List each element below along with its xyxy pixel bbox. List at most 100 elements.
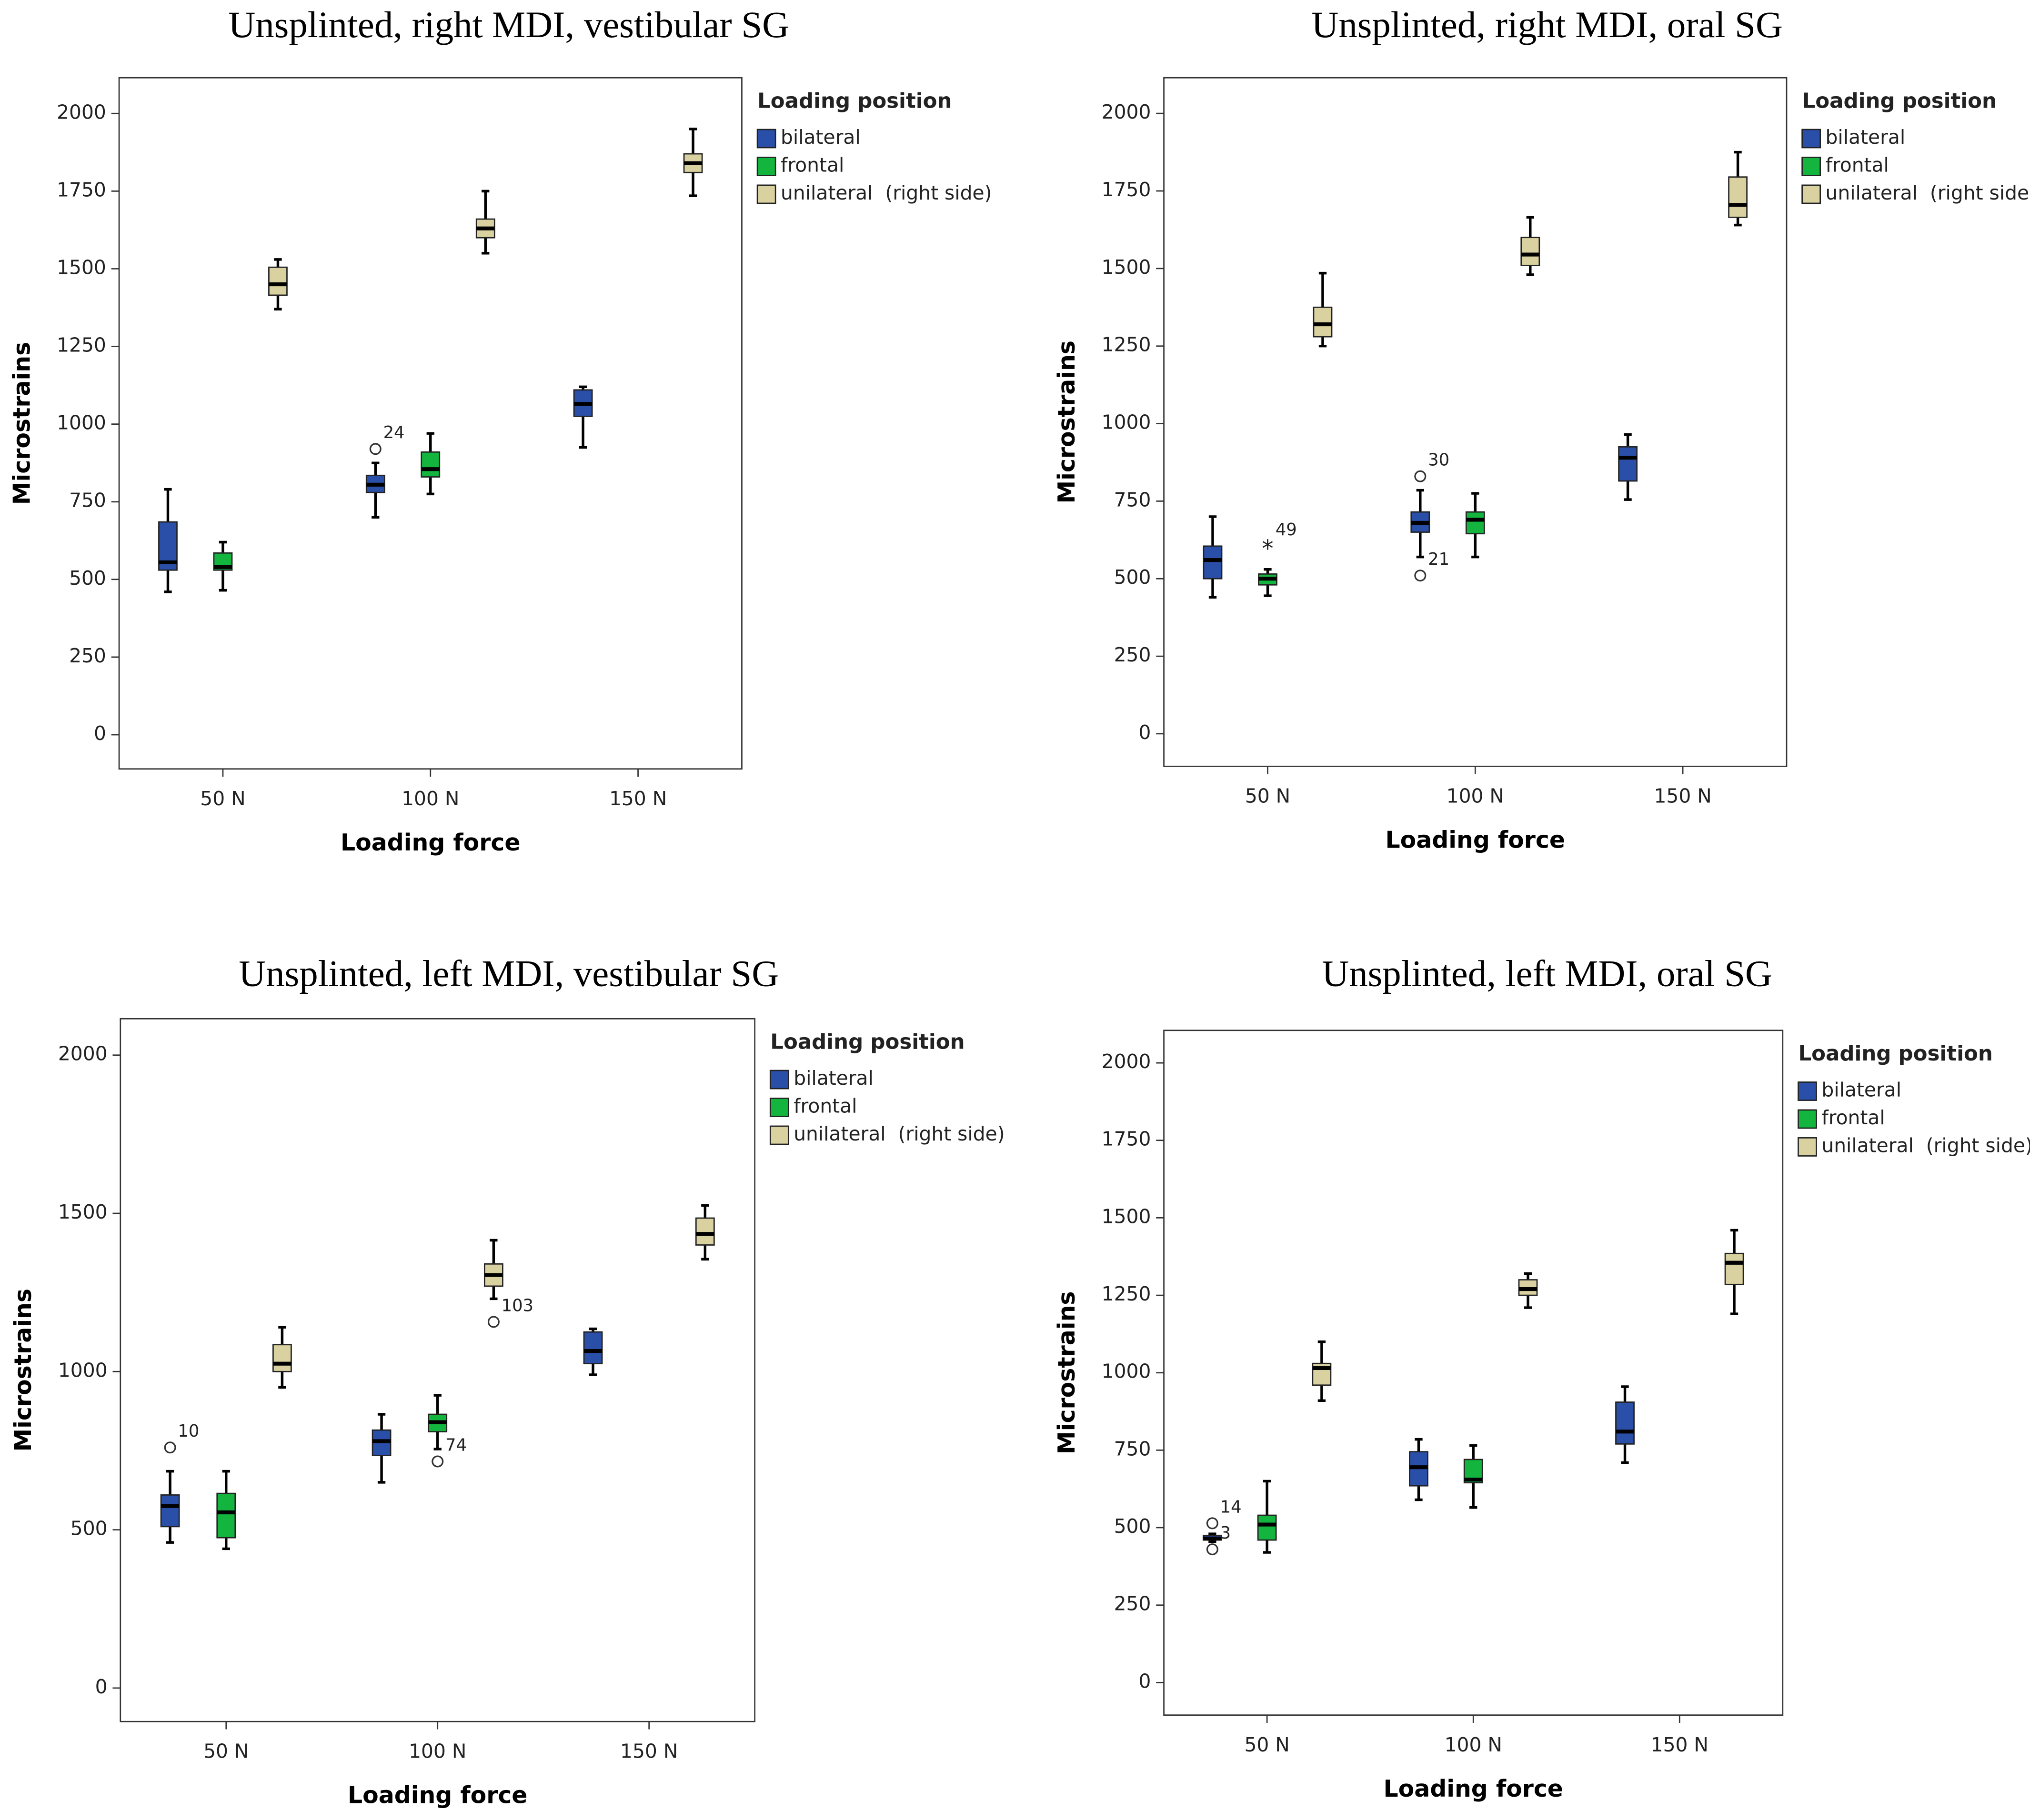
legend-label: bilateral — [1821, 1079, 1901, 1101]
y-tick-label: 1500 — [58, 1200, 108, 1223]
outlier: * — [1262, 535, 1273, 562]
x-axis-label: Loading force — [341, 829, 521, 856]
y-tick-label: 750 — [1114, 488, 1151, 511]
legend-swatch — [1801, 184, 1821, 204]
outlier — [1414, 570, 1427, 582]
plot-frame — [120, 1018, 756, 1722]
legend-title: Loading position — [1798, 1042, 1992, 1066]
y-tick-label: 2000 — [58, 1042, 108, 1065]
legend-label: unilateral (right side) — [1821, 1134, 2030, 1157]
box — [268, 266, 288, 296]
outlier-label: 24 — [383, 423, 405, 442]
y-tick-label: 250 — [69, 644, 106, 667]
outlier — [432, 1455, 444, 1468]
x-tick-label: 50 N — [203, 1740, 249, 1762]
legend-label: bilateral — [781, 126, 861, 149]
y-tick-label: 1000 — [1102, 1360, 1151, 1383]
x-tick-label: 150 N — [1654, 785, 1711, 808]
box — [421, 451, 441, 478]
y-tick-label: 1750 — [57, 178, 106, 201]
legend-swatch — [756, 184, 776, 204]
outlier-label: 103 — [502, 1296, 533, 1315]
legend-title: Loading position — [1802, 89, 1997, 113]
x-axis-label: Loading force — [348, 1781, 528, 1809]
outlier-label: 10 — [178, 1421, 199, 1441]
y-tick-label: 2000 — [57, 100, 106, 123]
legend-swatch — [1798, 1081, 1817, 1101]
y-tick-label: 750 — [69, 489, 106, 512]
y-tick-label: 1500 — [1102, 1205, 1151, 1228]
legend-swatch — [756, 157, 776, 176]
outlier — [1206, 1543, 1218, 1556]
chart-title: Unsplinted, right MDI, vestibular SG — [228, 4, 789, 46]
y-tick-label: 1000 — [57, 411, 106, 434]
box — [1728, 176, 1748, 218]
legend-swatch — [1798, 1137, 1817, 1157]
x-tick-label: 50 N — [200, 787, 245, 810]
outlier — [1414, 470, 1427, 482]
y-tick-label: 1250 — [1102, 333, 1151, 356]
y-tick-label: 1750 — [1102, 1128, 1151, 1150]
legend-swatch — [1801, 157, 1821, 176]
y-tick-label: 250 — [1114, 1592, 1151, 1615]
outlier-label: 21 — [1428, 550, 1449, 569]
plot-frame — [118, 77, 743, 770]
y-tick-label: 500 — [70, 1517, 108, 1540]
x-tick-label: 50 N — [1244, 1733, 1289, 1756]
box — [272, 1344, 292, 1372]
y-tick-label: 750 — [1114, 1437, 1151, 1460]
chart-title: Unsplinted, right MDI, oral SG — [1311, 4, 1782, 46]
box — [160, 1494, 180, 1528]
legend-label: frontal — [1821, 1106, 1885, 1129]
legend-label: bilateral — [1826, 126, 1906, 149]
y-axis-label: Microstrains — [10, 1289, 37, 1451]
box — [583, 1331, 603, 1365]
legend-swatch — [1798, 1109, 1817, 1129]
y-tick-label: 1750 — [1102, 178, 1151, 201]
chart-title: Unsplinted, left MDI, vestibular SG — [239, 953, 779, 994]
legend-label: unilateral (right side) — [781, 181, 992, 204]
x-tick-label: 150 N — [1651, 1733, 1708, 1756]
y-tick-label: 500 — [1114, 1515, 1151, 1538]
legend-label: frontal — [781, 153, 844, 176]
y-tick-label: 0 — [1138, 721, 1151, 744]
y-tick-label: 1500 — [1102, 256, 1151, 279]
legend-swatch — [1801, 129, 1821, 149]
y-tick-label: 500 — [1114, 566, 1151, 589]
legend-swatch — [769, 1125, 789, 1145]
legend-swatch — [756, 129, 776, 149]
outlier — [164, 1441, 176, 1454]
x-tick-label: 150 N — [620, 1740, 678, 1762]
y-axis-label: Microstrains — [1053, 340, 1080, 503]
y-tick-label: 1500 — [57, 256, 106, 279]
y-tick-label: 500 — [69, 567, 106, 590]
legend-label: unilateral (right side) — [794, 1122, 1005, 1145]
box — [1465, 511, 1485, 535]
legend-label: bilateral — [794, 1067, 874, 1090]
y-tick-label: 2000 — [1102, 100, 1151, 123]
box — [1618, 446, 1638, 482]
chart-title: Unsplinted, left MDI, oral SG — [1322, 953, 1772, 994]
y-tick-label: 0 — [1138, 1670, 1151, 1692]
legend-swatch — [769, 1070, 789, 1090]
legend-title: Loading position — [757, 89, 952, 113]
outlier-label: 14 — [1220, 1497, 1242, 1517]
box — [1520, 237, 1540, 266]
x-axis-label: Loading force — [1383, 1775, 1563, 1802]
legend-label: unilateral (right side) — [1826, 181, 2030, 204]
x-tick-label: 50 N — [1245, 785, 1290, 808]
box — [1203, 545, 1223, 580]
outlier-label: 49 — [1276, 520, 1297, 540]
outlier — [1206, 1517, 1218, 1530]
box — [695, 1217, 715, 1246]
x-tick-label: 100 N — [409, 1740, 466, 1762]
y-tick-label: 0 — [94, 722, 106, 745]
y-tick-label: 1250 — [57, 334, 106, 357]
y-axis-label: Microstrains — [1053, 1291, 1080, 1454]
outlier-label: 3 — [1220, 1523, 1231, 1543]
x-axis-label: Loading force — [1386, 826, 1566, 853]
box — [1724, 1252, 1744, 1285]
x-tick-label: 150 N — [609, 787, 667, 810]
legend-label: frontal — [1826, 153, 1889, 176]
